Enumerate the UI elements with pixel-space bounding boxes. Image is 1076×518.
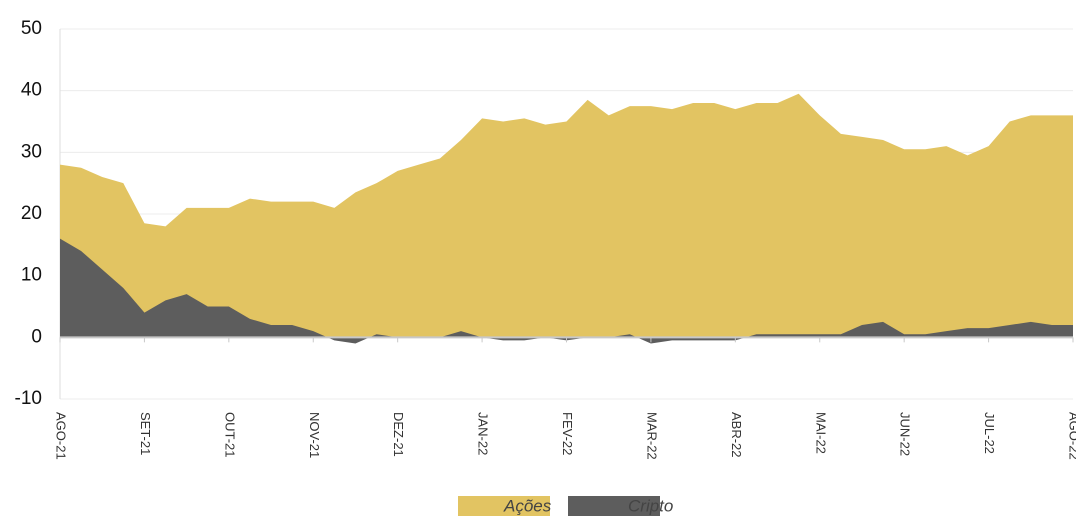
x-tick-label: AGO-21 [54, 412, 69, 460]
y-tick-label: 40 [21, 80, 42, 101]
x-tick-label: OUT-21 [222, 412, 237, 458]
area [60, 238, 1073, 344]
x-tick-label: DEZ-21 [391, 412, 406, 457]
x-tick-label: ABR-22 [729, 412, 744, 458]
x-tick-label: SET-21 [138, 412, 153, 455]
y-tick-label: -10 [15, 388, 42, 409]
y-tick-label: 20 [21, 203, 42, 224]
area [60, 93, 1073, 338]
x-tick-label: AGO-22 [1067, 412, 1076, 460]
x-tick-label: JUL-22 [982, 412, 997, 454]
x-tick-label: FEV-22 [560, 412, 575, 455]
y-tick-label: 10 [21, 265, 42, 286]
x-tick-label: JAN-22 [476, 412, 491, 455]
y-tick-label: 0 [31, 326, 42, 347]
y-tick-label: 50 [21, 18, 42, 39]
x-tick-label: MAR-22 [644, 412, 659, 460]
legend-label: Cripto [628, 496, 673, 515]
legend-label: Ações [503, 496, 552, 515]
x-tick-label: JUN-22 [898, 412, 913, 456]
legend-swatch [568, 496, 660, 516]
y-tick-label: 30 [21, 141, 42, 162]
x-tick-label: NOV-21 [307, 412, 322, 458]
x-tick-label: MAI-22 [813, 412, 828, 454]
legend-swatch [458, 496, 550, 516]
